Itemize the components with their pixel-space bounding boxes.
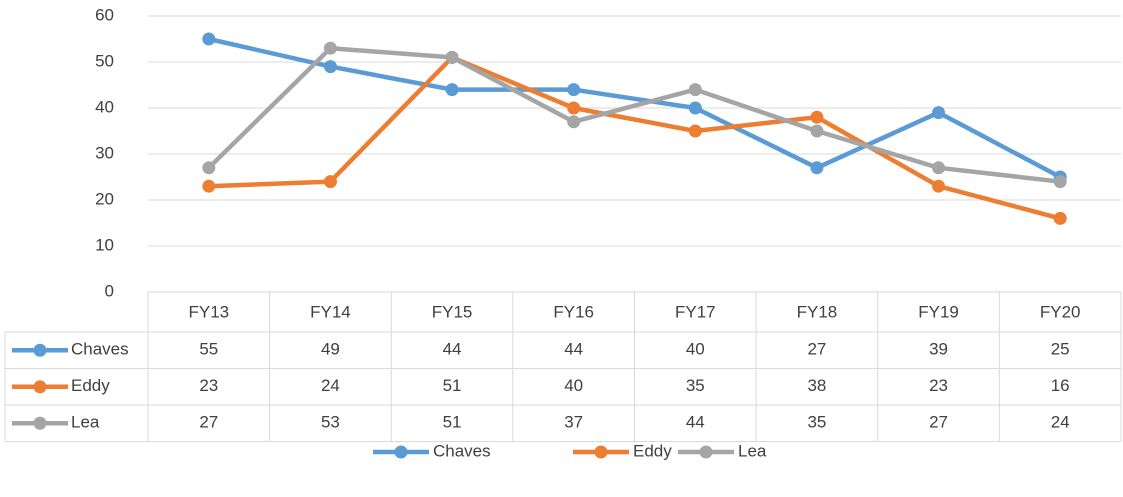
y-tick-label: 0 (105, 281, 114, 300)
y-tick-label: 10 (95, 235, 114, 254)
data-point (810, 110, 824, 124)
table-cell: 27 (199, 413, 218, 432)
x-tick-label: FY15 (432, 302, 473, 321)
data-point (323, 41, 337, 55)
x-tick-label: FY20 (1040, 302, 1081, 321)
table-cell: 40 (686, 340, 705, 359)
data-point (932, 161, 946, 175)
table-cell: 24 (321, 376, 340, 395)
series-line (208, 55, 1061, 221)
table-cell: 55 (199, 340, 218, 359)
y-tick-label: 50 (95, 51, 114, 70)
legend-label: Eddy (633, 441, 672, 460)
table-cell: 27 (807, 340, 826, 359)
data-point (323, 60, 337, 74)
data-point (1053, 211, 1067, 225)
y-tick-label: 40 (95, 97, 114, 116)
x-tick-label: FY16 (553, 302, 594, 321)
series-line (207, 45, 1061, 184)
table-row-label: Eddy (71, 376, 110, 395)
table-cell: 23 (929, 376, 948, 395)
table-cell: 27 (929, 413, 948, 432)
x-tick-label: FY17 (675, 302, 716, 321)
data-point (567, 83, 581, 97)
data-point (202, 32, 216, 46)
table-legend-key (33, 416, 47, 430)
legend-label: Chaves (433, 441, 491, 460)
x-tick-label: FY14 (310, 302, 351, 321)
data-point (567, 115, 581, 129)
series-line (208, 36, 1062, 179)
data-point (810, 161, 824, 175)
table-cell: 49 (321, 340, 340, 359)
table-cell: 38 (807, 376, 826, 395)
table-cell: 53 (321, 413, 340, 432)
x-tick-label: FY19 (918, 302, 959, 321)
data-point (932, 179, 946, 193)
table-cell: 51 (443, 413, 462, 432)
y-tick-label: 60 (95, 5, 114, 24)
table-cell: 35 (686, 376, 705, 395)
data-point (445, 83, 459, 97)
data-point (932, 106, 946, 120)
legend-key (594, 445, 608, 459)
table-cell: 44 (564, 340, 583, 359)
data-point (1053, 175, 1067, 189)
legend-key (394, 445, 408, 459)
data-point (202, 179, 216, 193)
table-cell: 44 (443, 340, 462, 359)
x-tick-label: FY18 (797, 302, 838, 321)
y-tick-label: 20 (95, 189, 114, 208)
table-legend-key (33, 380, 47, 394)
data-point (688, 83, 702, 97)
data-point (567, 101, 581, 115)
data-point (810, 124, 824, 138)
legend-label: Lea (738, 441, 767, 460)
table-cell: 44 (686, 413, 705, 432)
table-cell: 35 (807, 413, 826, 432)
table-cell: 23 (199, 376, 218, 395)
table-cell: 37 (564, 413, 583, 432)
legend-key (699, 445, 713, 459)
table-cell: 40 (564, 376, 583, 395)
data-point (323, 175, 337, 189)
table-cell: 25 (1051, 340, 1070, 359)
data-point (202, 161, 216, 175)
table-row-label: Lea (71, 413, 100, 432)
table-row-label: Chaves (71, 340, 129, 359)
table-cell: 51 (443, 376, 462, 395)
table-cell: 39 (929, 340, 948, 359)
data-point (445, 50, 459, 64)
table-cell: 16 (1051, 376, 1070, 395)
table-cell: 24 (1051, 413, 1070, 432)
data-point (688, 101, 702, 115)
y-tick-label: 30 (95, 143, 114, 162)
table-legend-key (33, 343, 47, 357)
x-tick-label: FY13 (188, 302, 229, 321)
data-point (688, 124, 702, 138)
